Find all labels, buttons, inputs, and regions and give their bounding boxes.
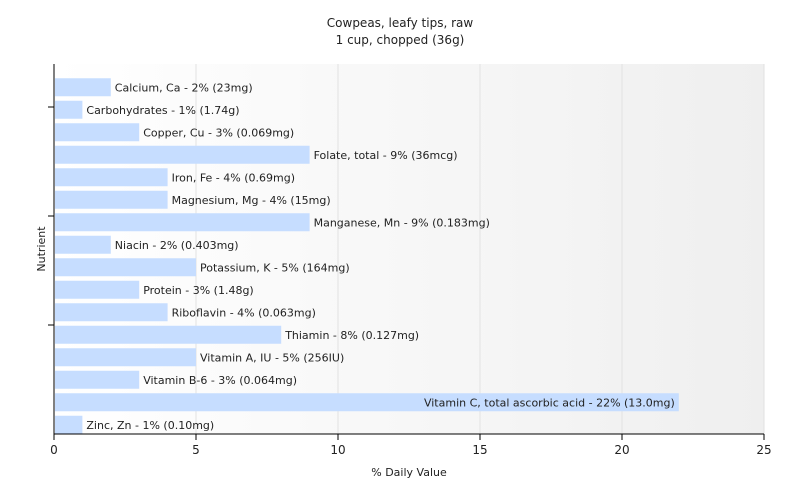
bar-label: Protein - 3% (1.48g) [143,284,254,297]
bar-label: Zinc, Zn - 1% (0.10mg) [86,419,214,432]
bar [55,325,282,344]
x-tick-label: 0 [50,443,58,457]
bar [55,415,83,434]
bar-label: Vitamin A, IU - 5% (256IU) [200,351,344,364]
bars [55,78,679,434]
bar [55,280,140,299]
bar [55,235,111,254]
x-tick-label: 5 [192,443,200,457]
bar-label: Vitamin C, total ascorbic acid - 22% (13… [424,396,675,409]
x-tick-label: 15 [472,443,487,457]
plot-area [54,64,764,434]
x-tick-label: 10 [330,443,345,457]
bar [55,213,310,232]
bar [55,168,168,187]
bar-label: Potassium, K - 5% (164mg) [200,261,350,274]
chart-subtitle: 1 cup, chopped (36g) [336,33,465,47]
bar-label: Vitamin B-6 - 3% (0.064mg) [143,374,297,387]
bar-label: Magnesium, Mg - 4% (15mg) [172,194,331,207]
bar [55,190,168,209]
bar [55,348,196,367]
bar-label: Iron, Fe - 4% (0.69mg) [172,171,295,184]
bar-label: Calcium, Ca - 2% (23mg) [115,81,253,94]
bar [55,303,168,322]
bar-label: Thiamin - 8% (0.127mg) [284,329,419,342]
bar-label: Manganese, Mn - 9% (0.183mg) [314,216,490,229]
bar-label: Riboflavin - 4% (0.063mg) [172,306,316,319]
x-tick-label: 20 [614,443,629,457]
bar [55,100,83,119]
x-axis-ticks: 0 5 10 15 20 25 [50,434,772,457]
gridlines [195,64,765,434]
bar-label: Copper, Cu - 3% (0.069mg) [143,126,294,139]
x-tick-label: 25 [756,443,771,457]
bar [55,370,140,389]
bar [55,258,196,277]
bar-label: Niacin - 2% (0.403mg) [115,239,239,252]
bar [55,145,310,164]
y-axis-label: Nutrient [35,226,48,272]
bar [55,393,679,412]
bar [55,123,140,142]
bar-labels: Calcium, Ca - 2% (23mg) Carbohydrates - 1… [86,81,674,432]
x-axis-label: % Daily Value [371,466,447,479]
bar [55,78,111,97]
bar-label: Folate, total - 9% (36mcg) [314,149,458,162]
bar-label: Carbohydrates - 1% (1.74g) [86,104,239,117]
chart-title: Cowpeas, leafy tips, raw [327,16,474,30]
